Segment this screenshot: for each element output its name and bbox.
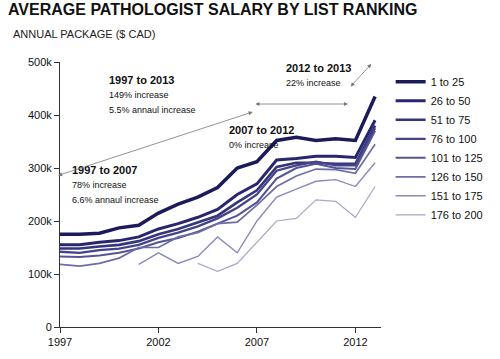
svg-text:151 to 175: 151 to 175 [431, 190, 483, 202]
svg-text:2012 to 201322% increase: 2012 to 201322% increase [286, 62, 351, 88]
svg-text:AVERAGE PATHOLOGIST SALARY BY: AVERAGE PATHOLOGIST SALARY BY LIST RANKI… [8, 1, 418, 18]
svg-text:0: 0 [46, 321, 52, 333]
svg-text:51 to 75: 51 to 75 [431, 114, 471, 126]
svg-text:300k: 300k [28, 162, 52, 174]
svg-text:2007 to 20120% increase: 2007 to 20120% increase [229, 124, 294, 150]
svg-text:2012: 2012 [343, 336, 367, 348]
svg-text:1997 to 200778% increase6.6% a: 1997 to 200778% increase6.6% annaul incr… [72, 164, 159, 205]
svg-text:2007: 2007 [245, 336, 269, 348]
svg-text:200k: 200k [28, 215, 52, 227]
svg-text:1997 to 2013149% increase5.5%: 1997 to 2013149% increase5.5% annaul inc… [109, 74, 196, 115]
svg-text:ANNUAL PACKAGE ($ CAD): ANNUAL PACKAGE ($ CAD) [13, 28, 155, 40]
svg-text:1 to 25: 1 to 25 [431, 76, 465, 88]
svg-text:176 to 200: 176 to 200 [431, 209, 483, 221]
svg-text:1997: 1997 [48, 336, 72, 348]
svg-text:100k: 100k [28, 268, 52, 280]
svg-text:400k: 400k [28, 109, 52, 121]
svg-text:76 to 100: 76 to 100 [431, 133, 477, 145]
svg-text:2002: 2002 [146, 336, 170, 348]
svg-text:126 to 150: 126 to 150 [431, 171, 483, 183]
svg-text:500k: 500k [28, 56, 52, 68]
svg-text:26 to 50: 26 to 50 [431, 95, 471, 107]
svg-text:101 to 125: 101 to 125 [431, 152, 483, 164]
